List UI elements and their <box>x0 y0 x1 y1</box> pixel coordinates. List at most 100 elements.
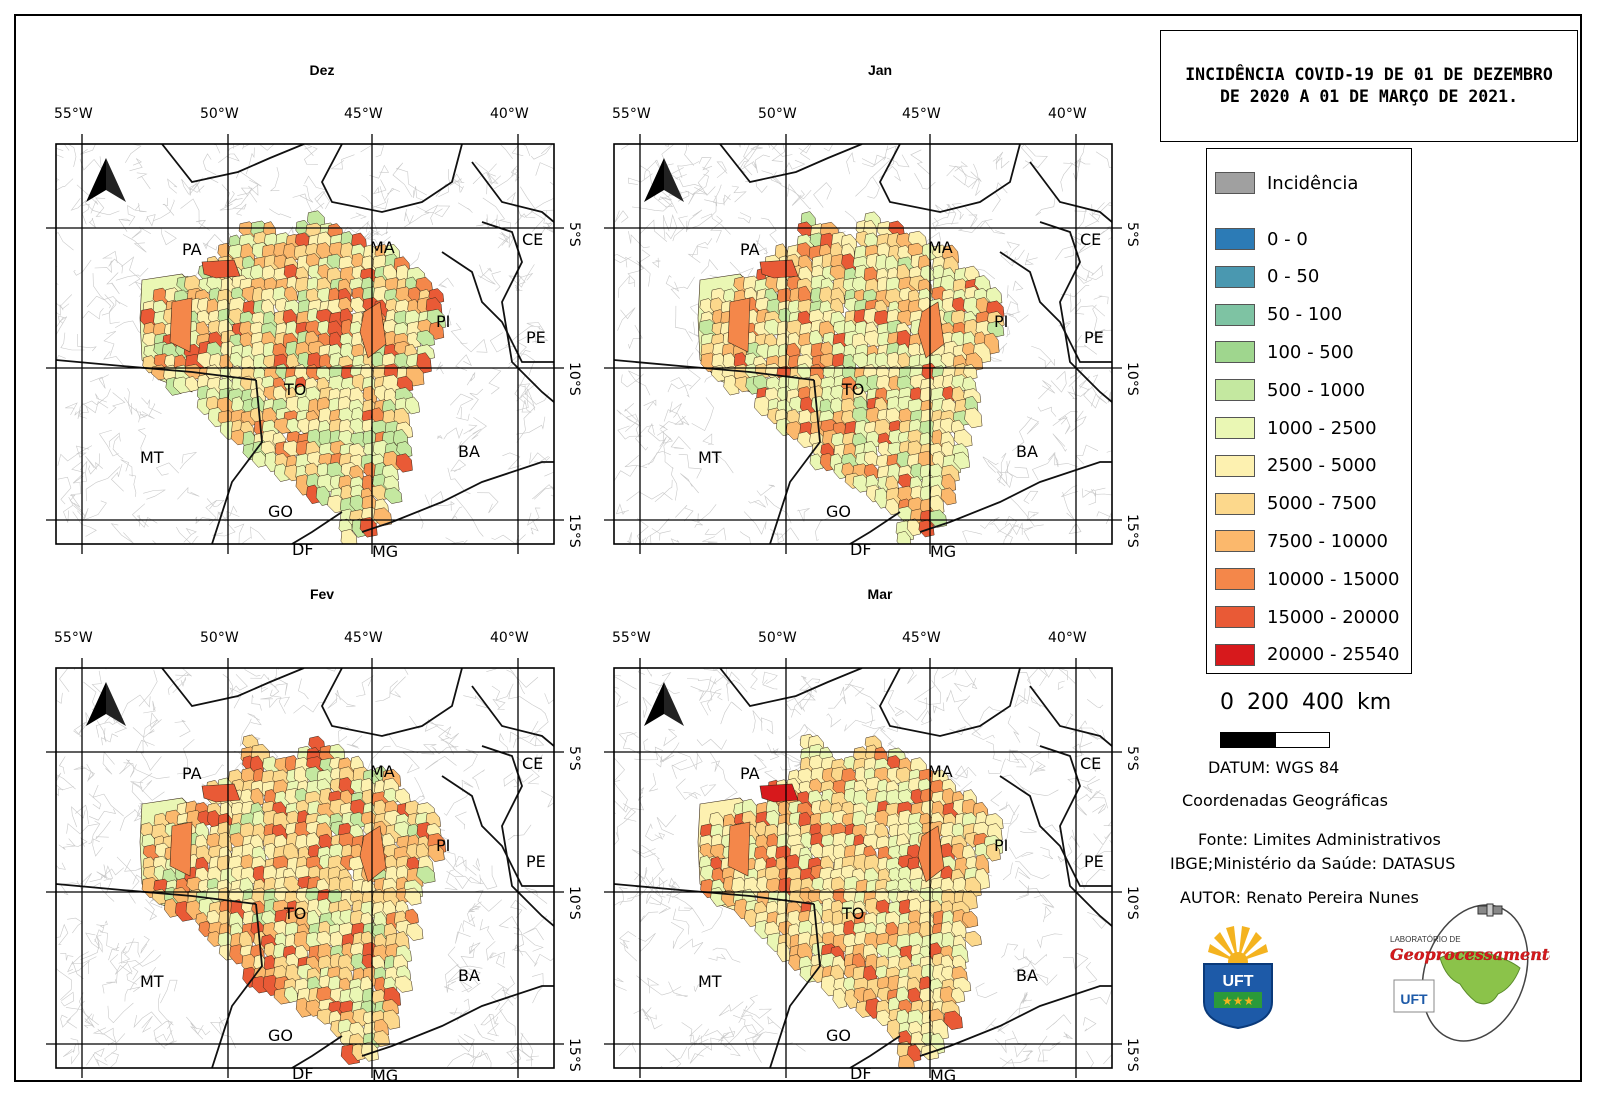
legend-item: 100 - 500 <box>1215 340 1354 364</box>
municipality-polygons <box>139 734 447 1065</box>
state-label-pa: PA <box>740 764 760 783</box>
source-line1: Fonte: Limites Administrativos <box>1198 830 1441 849</box>
municipality-polygons <box>697 733 1004 1068</box>
state-label-pi: PI <box>436 836 451 855</box>
legend-swatch <box>1215 530 1255 553</box>
legend-item-label: 10000 - 15000 <box>1267 568 1400 590</box>
state-label-ma: MA <box>928 762 953 781</box>
state-label-to: TO <box>284 904 307 923</box>
map-panel-fev: Fev 55°W 50°W 45°W 40°W 5°S 10°S 15°S PA MA CE PI PE… <box>42 586 602 1106</box>
legend-item: 0 - 0 <box>1215 227 1308 251</box>
legend-swatch <box>1215 606 1255 628</box>
legend-item-label: 2500 - 5000 <box>1267 455 1377 477</box>
geo-logo-text: Geoprocessamento <box>1390 945 1550 964</box>
legend-swatch <box>1215 228 1255 250</box>
state-label-df: DF <box>292 1064 314 1083</box>
state-label-mt: MT <box>698 972 722 991</box>
panel-title: Mar <box>867 586 893 602</box>
legend-item-label: 15000 - 20000 <box>1267 606 1400 628</box>
state-label-pa: PA <box>182 240 202 259</box>
author-text: AUTOR: Renato Pereira Nunes <box>1180 888 1419 907</box>
state-label-pi: PI <box>994 836 1009 855</box>
state-label-ce: CE <box>1080 230 1102 249</box>
state-label-go: GO <box>826 1026 851 1045</box>
coords-text: Coordenadas Geográficas <box>1182 791 1388 810</box>
state-label-df: DF <box>850 1064 872 1083</box>
legend-item-label: 20000 - 25540 <box>1267 644 1400 666</box>
state-label-ma: MA <box>370 762 395 781</box>
state-label-ba: BA <box>1016 966 1038 985</box>
legend-swatch <box>1215 379 1255 402</box>
map-panel-jan: Jan 55°W 50°W 45°W 40°W 5°S 10°S 15°S PA MA CE PI PE… <box>600 62 1160 582</box>
longitude-label: 45°W <box>344 630 383 646</box>
legend-item-label: 500 - 1000 <box>1267 379 1366 401</box>
state-label-mt: MT <box>140 972 164 991</box>
longitude-label: 55°W <box>612 630 651 646</box>
state-label-mt: MT <box>140 448 164 467</box>
north-arrow-icon <box>644 158 684 202</box>
satellite-icon <box>1477 903 1503 917</box>
legend-header-swatch <box>1215 172 1255 194</box>
state-label-df: DF <box>850 540 872 559</box>
longitude-label: 45°W <box>344 106 383 122</box>
choropleth-map <box>46 134 564 554</box>
longitude-label: 55°W <box>54 630 93 646</box>
state-label-pe: PE <box>1084 852 1104 871</box>
longitude-label: 50°W <box>200 106 239 122</box>
state-label-mg: MG <box>372 1066 399 1085</box>
state-label-ba: BA <box>458 442 480 461</box>
longitude-label: 45°W <box>902 106 941 122</box>
legend-item: 500 - 1000 <box>1215 378 1365 402</box>
longitude-label: 40°W <box>490 106 529 122</box>
map-panel-dez: Dez 55°W 50°W 45°W 40°W 5°S 10°S 15°S PA MA CE PI PE… <box>42 62 602 582</box>
legend-item: 5000 - 7500 <box>1215 492 1377 516</box>
state-label-pa: PA <box>182 764 202 783</box>
legend-title-text: INCIDÊNCIA COVID-19 DE 01 DE DEZEMBRO DE… <box>1185 65 1553 106</box>
choropleth-map <box>46 658 564 1078</box>
uft-logo: UFT ★★★ <box>1203 926 1273 1030</box>
state-label-pe: PE <box>526 852 546 871</box>
state-label-pi: PI <box>436 312 451 331</box>
state-label-ba: BA <box>458 966 480 985</box>
longitude-label: 55°W <box>612 106 651 122</box>
state-label-go: GO <box>268 502 293 521</box>
legend-header: Incidência <box>1215 171 1358 195</box>
legend-swatch <box>1215 417 1255 439</box>
state-label-to: TO <box>842 380 865 399</box>
legend-item: 2500 - 5000 <box>1215 454 1377 478</box>
state-label-ba: BA <box>1016 442 1038 461</box>
uft-logo-text: UFT <box>1222 973 1253 990</box>
state-label-ce: CE <box>522 754 544 773</box>
state-label-mg: MG <box>372 542 399 561</box>
longitude-label: 45°W <box>902 630 941 646</box>
legend-item: 10000 - 15000 <box>1215 567 1399 591</box>
state-label-to: TO <box>842 904 865 923</box>
state-label-mg: MG <box>930 1066 957 1085</box>
state-label-mt: MT <box>698 448 722 467</box>
panel-title: Dez <box>309 62 335 78</box>
svg-text:★★★: ★★★ <box>1222 994 1254 1008</box>
legend-title: INCIDÊNCIA COVID-19 DE 01 DE DEZEMBRO DE… <box>1160 30 1578 142</box>
legend-item: 20000 - 25540 <box>1215 643 1399 667</box>
choropleth-map <box>604 134 1122 554</box>
state-label-go: GO <box>826 502 851 521</box>
north-arrow-icon <box>86 158 126 202</box>
legend-swatch <box>1215 568 1255 591</box>
map-panel-mar: Mar 55°W 50°W 45°W 40°W 5°S 10°S 15°S PA MA CE PI PE… <box>600 586 1160 1106</box>
state-label-ma: MA <box>370 238 395 257</box>
state-label-pe: PE <box>1084 328 1104 347</box>
state-label-pe: PE <box>526 328 546 347</box>
legend-item: 7500 - 10000 <box>1215 529 1388 553</box>
source-line2: IBGE;Ministério da Saúde: DATASUS <box>1170 854 1456 873</box>
legend-swatch <box>1215 492 1255 515</box>
legend-item-label: 0 - 50 <box>1267 266 1320 288</box>
north-arrow-icon <box>644 682 684 726</box>
legend-swatch <box>1215 341 1255 364</box>
longitude-label: 40°W <box>1048 630 1087 646</box>
state-label-go: GO <box>268 1026 293 1045</box>
longitude-label: 50°W <box>200 630 239 646</box>
legend-item: 1000 - 2500 <box>1215 416 1377 440</box>
north-arrow-icon <box>86 682 126 726</box>
legend-item-label: 50 - 100 <box>1267 304 1343 326</box>
legend-item-label: 5000 - 7500 <box>1267 493 1377 515</box>
